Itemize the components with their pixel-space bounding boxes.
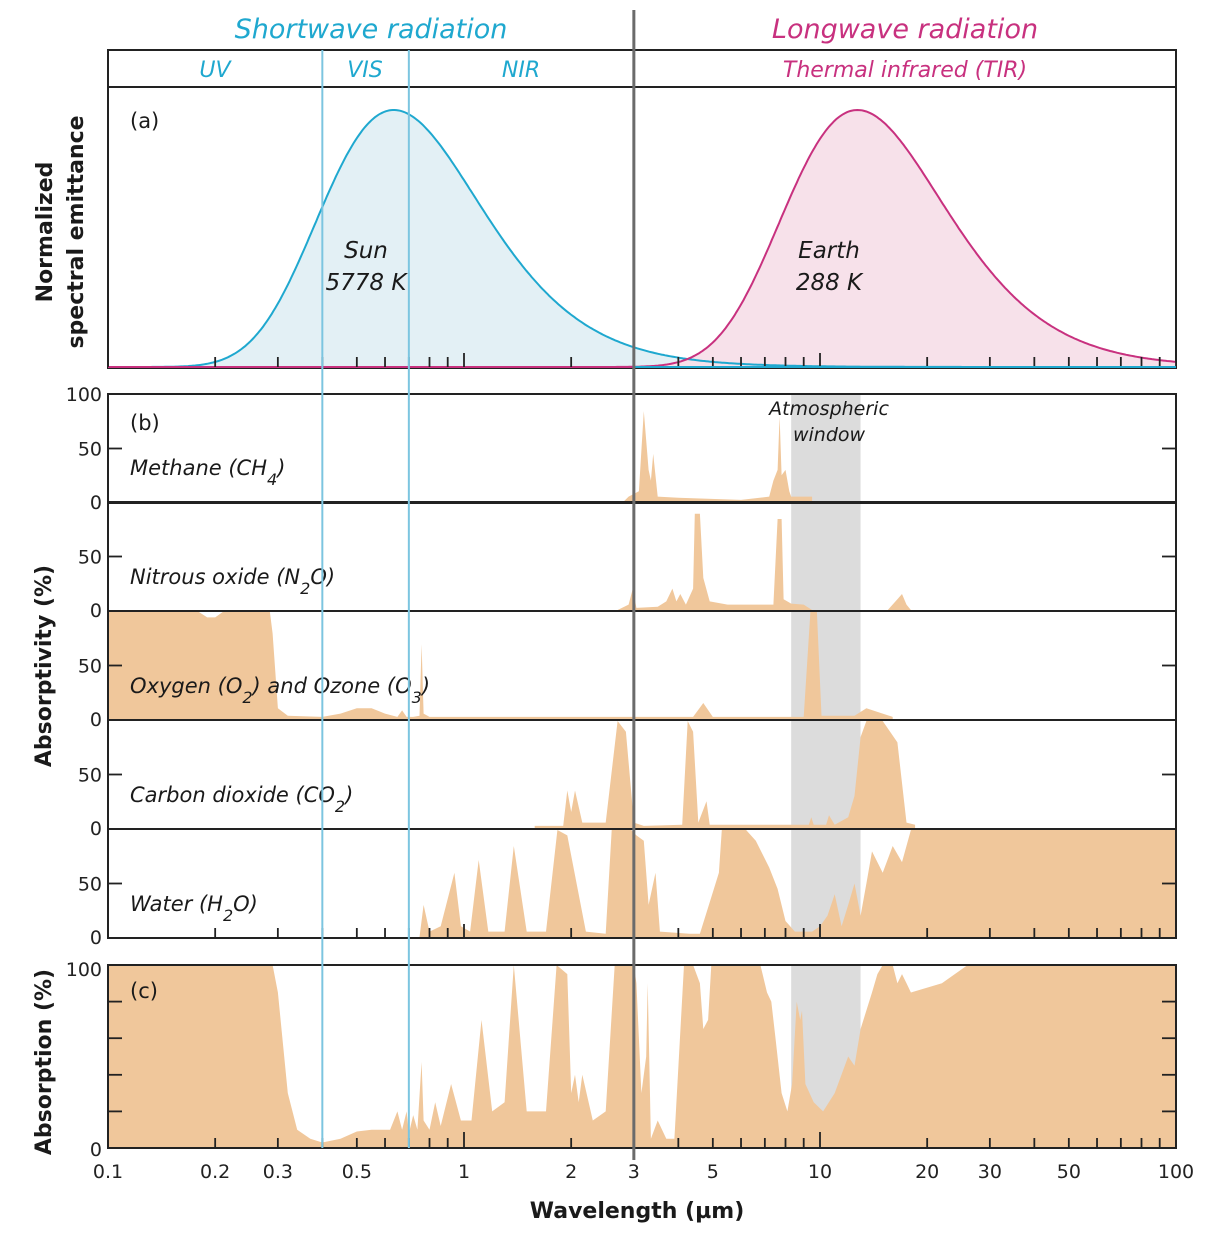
panel-c-ylabel: Absorption (%) <box>32 969 57 1155</box>
carbon-dioxide-absorption-area <box>534 721 916 828</box>
panel-a-emittance: (a) Sun 5778 K Earth 288 K Normalized sp… <box>33 86 1177 369</box>
panel-a-ylabel-line1: Normalized <box>33 162 58 303</box>
x-tick-label: 3 <box>628 1161 640 1183</box>
carbon-dioxide-row-frame <box>107 719 1177 830</box>
oxygen-ozone-absorption-area <box>108 612 893 719</box>
panel-c-frame <box>107 964 1177 1149</box>
shortwave-title: Shortwave radiation <box>235 14 508 45</box>
methane-ytick-0: 0 <box>90 492 102 514</box>
x-axis-tick-labels: 0.1 0.2 0.3 0.5 1 2 3 5 10 20 30 50 100 <box>93 1161 1194 1183</box>
x-tick-label: 1 <box>458 1161 470 1183</box>
panel-b-ylabel: Absorptivity (%) <box>32 565 57 767</box>
earth-emittance-area <box>108 110 1176 367</box>
atmospheric-window-label-line2: window <box>793 424 866 446</box>
methane-ytick-50: 50 <box>78 439 102 461</box>
x-tick-label: 2 <box>565 1161 577 1183</box>
x-tick-label: 30 <box>978 1161 1002 1183</box>
sun-label: Sun <box>344 238 388 264</box>
longwave-title: Longwave radiation <box>772 14 1038 45</box>
x-tick-label: 100 <box>1158 1161 1194 1183</box>
methane-label: Methane (CH4) <box>130 456 285 489</box>
panel-c-total-absorption: 0.1 0.2 0.3 0.5 1 2 3 5 10 20 30 50 100 (c) 100 0 Ab… <box>32 959 1194 1224</box>
x-axis-title: Wavelength (µm) <box>530 1199 745 1224</box>
panel-b-tag: (b) <box>130 411 160 435</box>
oxygen-ozone-ytick-0: 0 <box>90 709 102 731</box>
x-tick-label: 0.2 <box>200 1161 230 1183</box>
x-tick-label: 0.5 <box>342 1161 372 1183</box>
panel-c-tag: (c) <box>130 979 158 1003</box>
panel-c-ytick-100: 100 <box>66 959 102 981</box>
atmospheric-window-band-b <box>791 394 861 938</box>
water-absorption-area <box>413 830 1176 937</box>
x-tick-label: 0.3 <box>263 1161 293 1183</box>
panel-a-ylabel-line2: spectral emittance <box>64 115 89 348</box>
nitrous-oxide-ytick-50: 50 <box>78 547 102 569</box>
band-label-uv: UV <box>199 58 232 83</box>
earth-label: Earth <box>798 238 860 264</box>
x-tick-label: 50 <box>1057 1161 1081 1183</box>
band-label-nir: NIR <box>502 58 540 83</box>
x-tick-label: 0.1 <box>93 1161 123 1183</box>
x-tick-label: 20 <box>915 1161 939 1183</box>
gas-row-labels: 0 50 Methane (CH4) 0 50 Nitrous oxide (N2O) 0 5… <box>66 384 430 949</box>
water-ytick-50: 50 <box>78 874 102 896</box>
band-label-tir: Thermal infrared (TIR) <box>783 58 1027 83</box>
atmospheric-window-label-line1: Atmospheric <box>767 398 889 420</box>
panel-b-ytick-100: 100 <box>66 384 102 406</box>
nitrous-oxide-absorption-area <box>617 513 911 610</box>
carbon-dioxide-label: Carbon dioxide (CO2) <box>130 783 353 816</box>
sun-emittance-area <box>108 110 1176 367</box>
oxygen-ozone-ytick-50: 50 <box>78 656 102 678</box>
band-header-box <box>107 49 1177 88</box>
band-label-vis: VIS <box>347 58 383 83</box>
water-ytick-0: 0 <box>90 927 102 949</box>
x-tick-label: 5 <box>707 1161 719 1183</box>
panel-c-ytick-0: 0 <box>90 1139 102 1161</box>
panel-b-gas-absorptivity: 0 50 Methane (CH4) 0 50 Nitrous oxide (N2O) 0 5… <box>32 384 1177 949</box>
gas-absorption-areas <box>108 411 1176 937</box>
water-label: Water (H2O) <box>130 892 258 925</box>
methane-absorption-area <box>623 411 813 502</box>
sun-temperature-label: 5778 K <box>326 270 409 296</box>
carbon-dioxide-ytick-0: 0 <box>90 818 102 840</box>
oxygen-ozone-label: Oxygen (O2) and Ozone (O3) <box>130 674 430 707</box>
nitrous-oxide-label: Nitrous oxide (N2O) <box>130 565 335 598</box>
nitrous-oxide-row-frame <box>107 501 1177 612</box>
earth-temperature-label: 288 K <box>796 270 864 296</box>
panel-b-ticks <box>107 447 1177 938</box>
carbon-dioxide-ytick-50: 50 <box>78 765 102 787</box>
nitrous-oxide-ytick-0: 0 <box>90 600 102 622</box>
total-absorption-area <box>108 965 1176 1148</box>
x-tick-label: 10 <box>808 1161 832 1183</box>
panel-a-tag: (a) <box>130 109 159 133</box>
